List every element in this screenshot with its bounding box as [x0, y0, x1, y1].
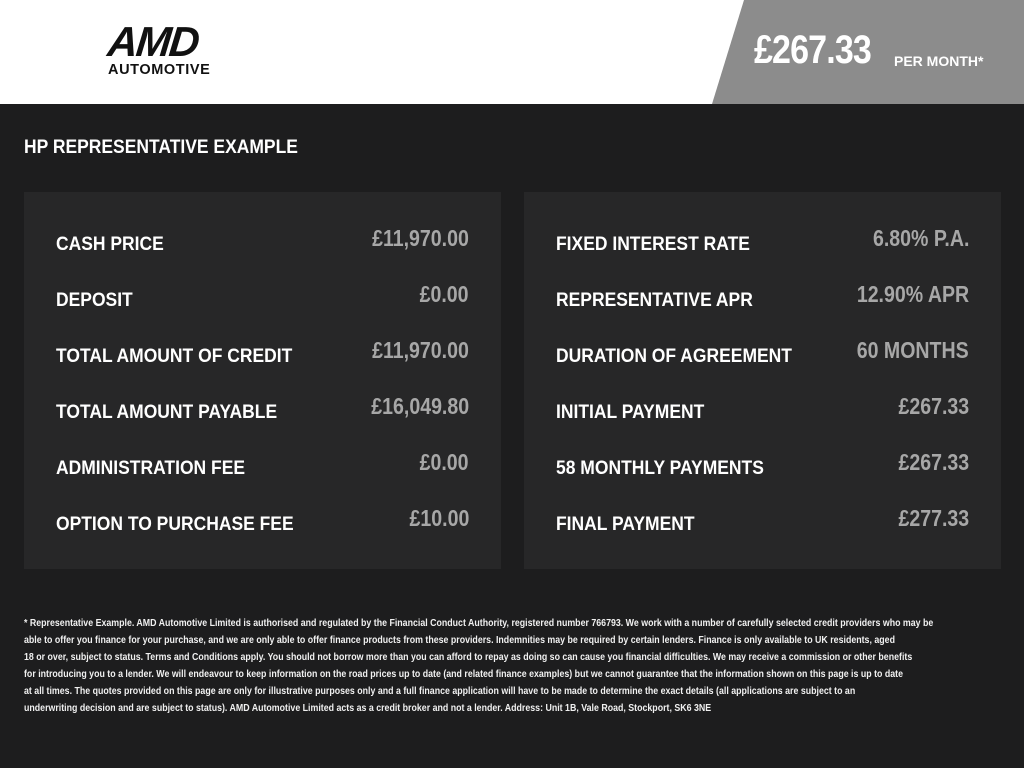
finance-label: TOTAL AMOUNT PAYABLE: [56, 402, 278, 423]
header-bar: AMD AUTOMOTIVE £267.33 PER MONTH*: [0, 0, 1024, 104]
finance-label: FIXED INTEREST RATE: [556, 234, 750, 255]
finance-value: £0.00: [420, 281, 469, 307]
disclaimer-line: 18 or over, subject to status. Terms and…: [24, 651, 913, 663]
disclaimer-text: * Representative Example. AMD Automotive…: [24, 615, 1024, 717]
finance-value: £0.00: [420, 449, 469, 475]
disclaimer-line: able to offer you finance for your purch…: [24, 634, 895, 646]
finance-row: DEPOSIT £0.00: [56, 281, 469, 312]
finance-value: 60 MONTHS: [857, 337, 969, 363]
finance-value: £267.33: [898, 393, 969, 419]
finance-label: ADMINISTRATION FEE: [56, 458, 246, 479]
finance-value: £11,970.00: [372, 337, 469, 363]
finance-value: 12.90% APR: [856, 281, 969, 307]
finance-panel-left: CASH PRICE £11,970.00 DEPOSIT £0.00 TOTAL AM…: [24, 192, 501, 569]
finance-value: 6.80% P.A.: [872, 225, 969, 251]
logo-main: AMD: [105, 18, 201, 65]
amd-automotive-logo[interactable]: AMD AUTOMOTIVE: [105, 18, 228, 80]
finance-row: INITIAL PAYMENT £267.33: [556, 393, 969, 424]
section-title: HP REPRESENTATIVE EXAMPLE: [24, 137, 298, 158]
disclaimer-line: at all times. The quotes provided on thi…: [24, 685, 856, 697]
finance-value: £16,049.80: [371, 393, 469, 419]
finance-value: £10.00: [409, 505, 469, 531]
finance-label: DURATION OF AGREEMENT: [556, 346, 792, 367]
finance-value: £267.33: [898, 449, 969, 475]
finance-label: 58 MONTHLY PAYMENTS: [556, 458, 764, 479]
finance-label: OPTION TO PURCHASE FEE: [56, 514, 294, 535]
disclaimer-line: for introducing you to a lender. We will…: [24, 668, 904, 680]
finance-row: ADMINISTRATION FEE £0.00: [56, 449, 469, 480]
disclaimer-line: underwriting decision and are subject to…: [24, 702, 712, 714]
finance-row: DURATION OF AGREEMENT 60 MONTHS: [556, 337, 969, 368]
monthly-price: £267.33: [754, 28, 872, 72]
finance-value: £277.33: [898, 505, 969, 531]
finance-panel-right: FIXED INTEREST RATE 6.80% P.A. REPRESENTAT…: [524, 192, 1001, 569]
finance-label: CASH PRICE: [56, 234, 164, 255]
finance-row: TOTAL AMOUNT PAYABLE £16,049.80: [56, 393, 469, 424]
finance-row: 58 MONTHLY PAYMENTS £267.33: [556, 449, 969, 480]
finance-label: FINAL PAYMENT: [556, 514, 695, 535]
monthly-price-banner: £267.33 PER MONTH*: [712, 0, 1024, 104]
finance-value: £11,970.00: [372, 225, 469, 251]
disclaimer-line: * Representative Example. AMD Automotive…: [24, 617, 934, 629]
finance-label: TOTAL AMOUNT OF CREDIT: [56, 346, 293, 367]
finance-row: CASH PRICE £11,970.00: [56, 225, 469, 256]
per-month-label: PER MONTH*: [894, 53, 984, 69]
finance-label: DEPOSIT: [56, 290, 133, 311]
finance-row: FINAL PAYMENT £277.33: [556, 505, 969, 536]
finance-row: REPRESENTATIVE APR 12.90% APR: [556, 281, 969, 312]
finance-row: FIXED INTEREST RATE 6.80% P.A.: [556, 225, 969, 256]
finance-label: REPRESENTATIVE APR: [556, 290, 753, 311]
logo-sub: AUTOMOTIVE: [108, 62, 211, 78]
finance-row: OPTION TO PURCHASE FEE £10.00: [56, 505, 469, 536]
finance-row: TOTAL AMOUNT OF CREDIT £11,970.00: [56, 337, 469, 368]
finance-label: INITIAL PAYMENT: [556, 402, 705, 423]
